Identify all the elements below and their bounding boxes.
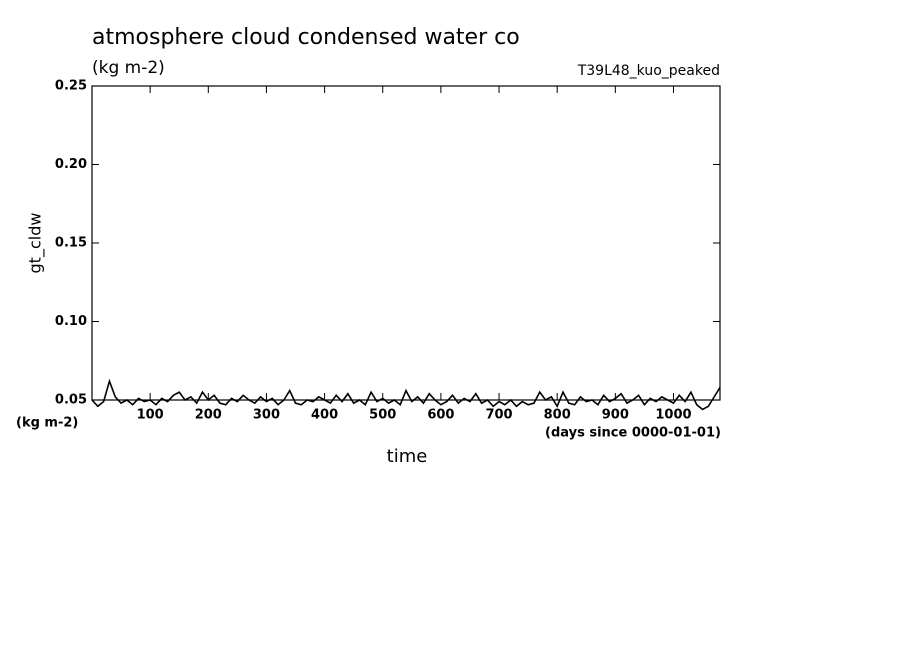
chart-title: atmosphere cloud condensed water co bbox=[92, 25, 520, 50]
x-axis-label: time bbox=[387, 446, 428, 467]
annotation: T39L48_kuo_peaked bbox=[577, 63, 720, 79]
x-tick-label: 400 bbox=[311, 408, 338, 423]
y-tick-label: 0.20 bbox=[55, 157, 87, 172]
x-tick-label: 900 bbox=[602, 408, 629, 423]
x-tick-label: 700 bbox=[485, 408, 512, 423]
y-tick-label: 0.05 bbox=[55, 393, 87, 408]
x-tick-label: 800 bbox=[544, 408, 571, 423]
x-axis-unit: (days since 0000-01-01) bbox=[545, 426, 721, 441]
x-tick-label: 300 bbox=[253, 408, 280, 423]
x-tick-label: 600 bbox=[427, 408, 454, 423]
y-axis-unit: (kg m-2) bbox=[16, 416, 78, 431]
y-tick-label: 0.10 bbox=[55, 314, 87, 329]
x-tick-label: 200 bbox=[195, 408, 222, 423]
y-tick-label: 0.15 bbox=[55, 236, 87, 251]
x-tick-label: 1000 bbox=[655, 408, 691, 423]
x-tick-label: 500 bbox=[369, 408, 396, 423]
x-tick-label: 100 bbox=[137, 408, 164, 423]
y-axis-label: gt_cldw bbox=[26, 213, 46, 274]
chart-subtitle: (kg m-2) bbox=[92, 58, 165, 78]
y-tick-label: 0.25 bbox=[55, 79, 87, 94]
data-line bbox=[91, 378, 721, 411]
